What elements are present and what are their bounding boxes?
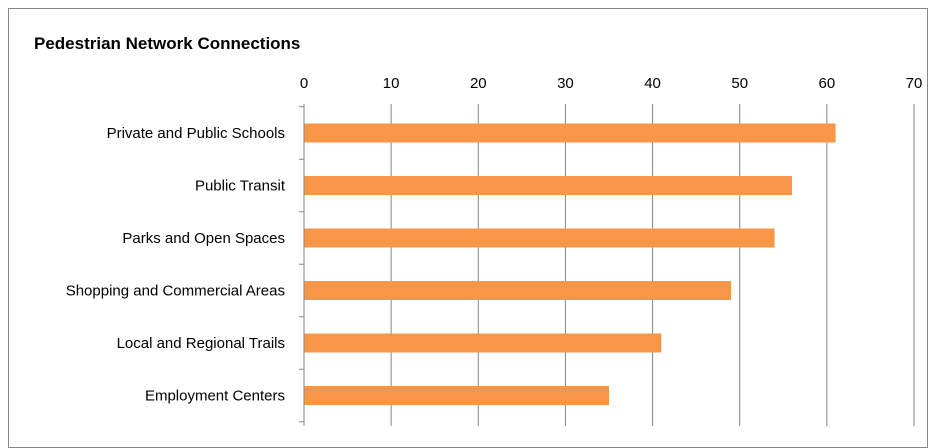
chart-frame	[8, 8, 928, 448]
x-tick-label: 40	[644, 75, 661, 92]
bar	[304, 176, 792, 195]
x-tick-label: 60	[819, 75, 836, 92]
category-label: Public Transit	[195, 178, 286, 195]
category-label: Local and Regional Trails	[117, 335, 285, 352]
bars	[304, 123, 836, 405]
x-axis-tick-labels: 0 10 20 30 40 50 60 70	[300, 75, 923, 92]
bar	[304, 386, 609, 405]
bar	[304, 281, 731, 300]
chart-title: Pedestrian Network Connections	[34, 34, 301, 53]
category-label: Employment Centers	[145, 388, 285, 405]
gridlines	[390, 104, 915, 426]
category-labels: Private and Public Schools Public Transit…	[66, 125, 286, 405]
category-label: Parks and Open Spaces	[122, 230, 285, 247]
x-tick-label: 0	[300, 75, 308, 92]
x-tick-label: 20	[470, 75, 487, 92]
category-label: Private and Public Schools	[107, 125, 285, 142]
x-tick-label: 70	[906, 75, 923, 92]
x-tick-label: 50	[731, 75, 748, 92]
y-axis	[299, 104, 305, 426]
bar	[304, 123, 836, 143]
category-label: Shopping and Commercial Areas	[66, 283, 285, 300]
chart-plot: 0 10 20 30 40 50 60 70 Private and Public Schoo…	[66, 75, 923, 426]
bar	[304, 228, 775, 248]
bar	[304, 333, 662, 353]
x-tick-label: 30	[557, 75, 574, 92]
x-tick-label: 10	[383, 75, 400, 92]
